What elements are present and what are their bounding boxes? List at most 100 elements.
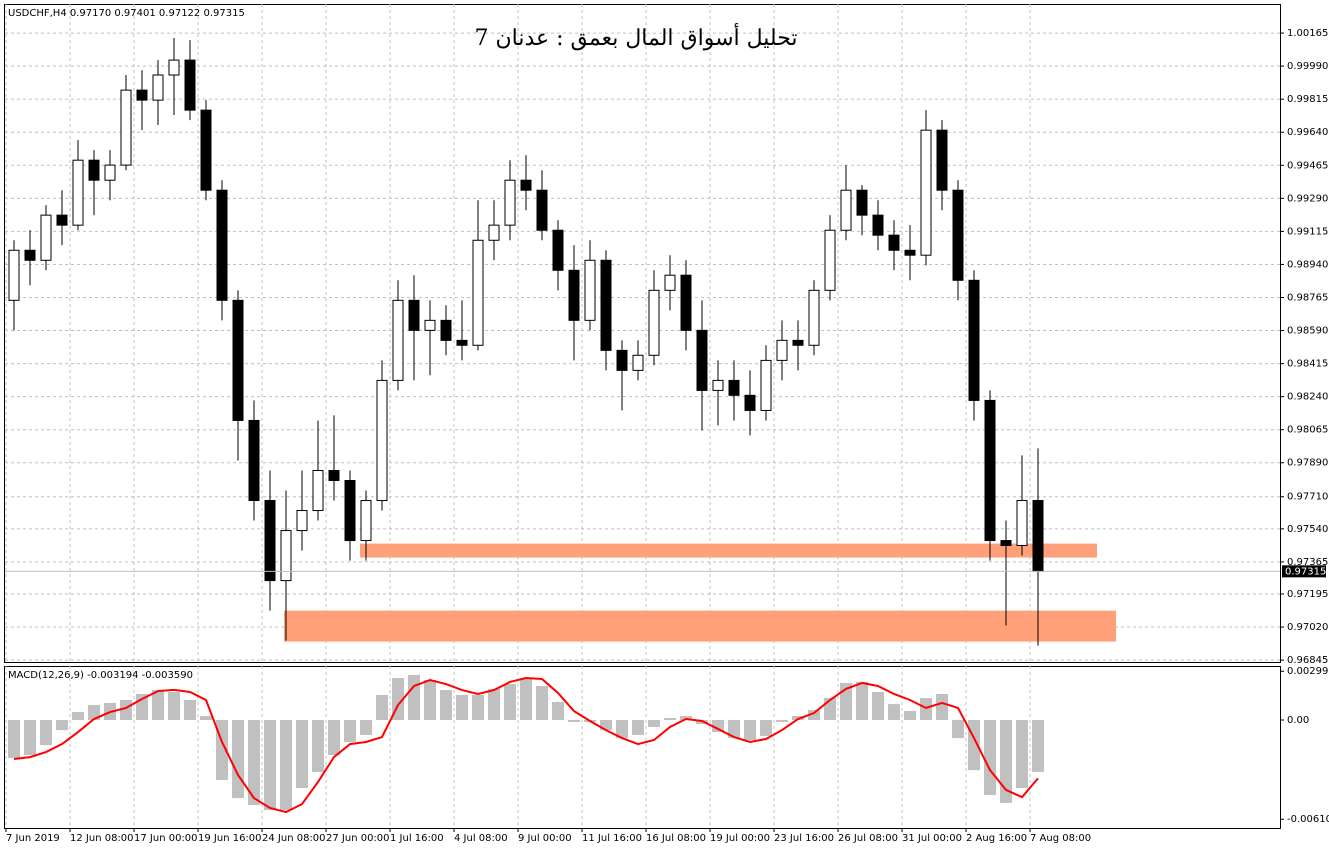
candle-body: [904, 249, 916, 256]
candle-body: [152, 74, 164, 101]
macd-histogram-bar: [936, 693, 948, 720]
candle-body: [456, 339, 468, 346]
macd-histogram-bar: [888, 704, 900, 720]
candle-body: [424, 319, 436, 331]
macd-histogram-bar: [744, 720, 756, 741]
y-tick-label: 0.98240: [1287, 392, 1328, 403]
candle-body: [1000, 540, 1012, 546]
candle-body: [808, 289, 820, 346]
macd-histogram-bar: [120, 699, 132, 720]
macd-signal-line: [13, 677, 1039, 814]
y-tick-label: 0.99290: [1287, 193, 1328, 204]
macd-histogram-bar: [72, 712, 84, 720]
candle-body: [776, 339, 788, 361]
y-tick-label: 0.97890: [1287, 458, 1328, 469]
candle-body: [296, 510, 308, 532]
candle-body: [472, 239, 484, 346]
y-tick-label: 0.97195: [1287, 589, 1328, 600]
candle-body: [584, 259, 596, 321]
candle-body: [744, 394, 756, 411]
x-tick-label: 1 Jul 16:00: [390, 833, 444, 844]
candle-body: [840, 189, 852, 231]
candle-body: [24, 249, 36, 261]
y-tick-label: 0.99465: [1287, 160, 1328, 171]
candle-body: [552, 229, 564, 271]
x-tick-label: 19 Jul 00:00: [710, 833, 770, 844]
y-tick-label: 0.99640: [1287, 127, 1328, 138]
candle-body: [376, 379, 388, 502]
candle-body: [984, 399, 996, 542]
macd-header: MACD(12,26,9) -0.003194 -0.003590: [8, 670, 193, 681]
macd-histogram-bar: [712, 720, 724, 733]
macd-histogram-bar: [632, 720, 644, 735]
y-tick-label: 0.98765: [1287, 292, 1328, 303]
macd-histogram-bar: [56, 720, 68, 731]
candle-body: [120, 89, 132, 166]
candle-body: [712, 379, 724, 391]
macd-histogram-bar: [440, 690, 452, 720]
candle-body: [8, 249, 20, 301]
macd-histogram-bar: [472, 694, 484, 720]
candle-body: [872, 214, 884, 236]
candle-body: [824, 229, 836, 291]
macd-histogram-bar: [184, 699, 196, 720]
candle-body: [760, 359, 772, 411]
macd-histogram-bar: [856, 681, 868, 720]
candle-body: [264, 500, 276, 582]
candle-body: [856, 189, 868, 216]
annotation: تحليل أسواق المال بعمق : عدنان 7: [474, 26, 798, 51]
candle-body: [88, 159, 100, 181]
macd-histogram-bar: [360, 720, 372, 735]
x-tick-label: 11 Jul 16:00: [582, 833, 642, 844]
candle-body: [616, 349, 628, 371]
candle-body: [536, 189, 548, 231]
bid-label: 0.97315: [1285, 566, 1326, 577]
y-tick-label: 0.98065: [1287, 425, 1328, 436]
macd-histogram-bar: [904, 711, 916, 720]
macd-histogram-bar: [664, 718, 676, 720]
candle-body: [312, 469, 324, 512]
x-tick-label: 16 Jul 08:00: [646, 833, 706, 844]
macd-histogram-bar: [776, 720, 788, 722]
candle-body: [200, 109, 212, 191]
y-tick-label: 0.99815: [1287, 94, 1328, 105]
macd-histogram-bar: [152, 690, 164, 720]
macd-histogram-bar: [344, 720, 356, 742]
macd-histogram-bar: [40, 720, 52, 746]
x-tick-label: 24 Jun 08:00: [262, 833, 326, 844]
candle-body: [1032, 500, 1044, 572]
x-tick-label: 9 Jul 00:00: [518, 833, 572, 844]
candle-body: [328, 469, 340, 482]
macd-histogram-bar: [984, 720, 996, 795]
candle-body: [888, 234, 900, 251]
candle-body: [408, 299, 420, 331]
candle-body: [488, 224, 500, 241]
macd-histogram-bar: [296, 720, 308, 788]
candle-body: [216, 189, 228, 301]
candle-body: [248, 419, 260, 502]
macd-histogram-bar: [552, 701, 564, 720]
macd-histogram-bar: [808, 709, 820, 720]
macd-histogram-bar: [1016, 720, 1028, 788]
candle-body: [648, 289, 660, 356]
candle-body: [232, 299, 244, 421]
y-tick-label: 0.97365: [1287, 557, 1328, 568]
macd-frame: [4, 666, 1281, 829]
candle-body: [968, 279, 980, 401]
macd-histogram-bar: [648, 720, 660, 727]
y-tick-label: 1.00165: [1287, 28, 1328, 39]
x-tick-label: 31 Jul 00:00: [902, 833, 962, 844]
candle-body: [792, 339, 804, 346]
macd-histogram-bar: [872, 692, 884, 720]
plot-layer: 1.00165 0.99990 0.99815 0.99640 0.99465 0.992…: [5, 4, 1329, 844]
x-tick-label: 17 Jun 00:00: [134, 833, 198, 844]
chart-header: USDCHF,H4 0.97170 0.97401 0.97122 0.9731…: [8, 8, 245, 19]
candle-body: [168, 59, 180, 76]
support-zone: [284, 610, 1116, 642]
macd-histogram-bar: [200, 715, 212, 720]
candle-body: [504, 179, 516, 226]
candle-body: [664, 274, 676, 291]
x-tick-label: 7 Aug 08:00: [1030, 833, 1091, 844]
